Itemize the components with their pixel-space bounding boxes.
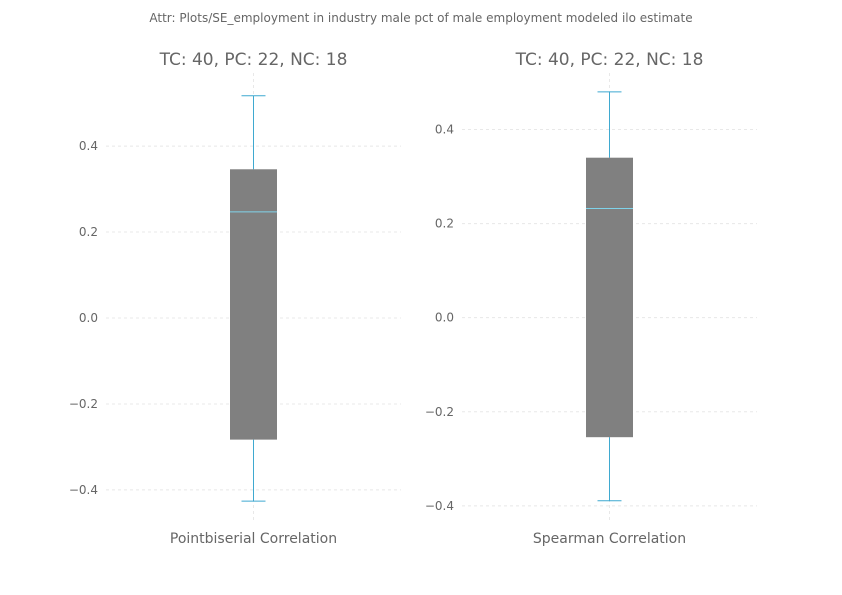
page-title: Attr: Plots/SE_employment in industry ma… (149, 11, 693, 25)
panel-spearman: −0.4 −0.2 0.0 0.2 0.4 TC: 40, PC: 22, NC: 18 S… (425, 50, 757, 547)
y-tick-label: −0.2 (425, 405, 454, 419)
y-tick-label: −0.2 (69, 397, 98, 411)
panel-pointbiserial: −0.4 −0.2 0.0 0.2 0.4 TC: 40, PC: 22, NC: 18 P… (69, 50, 401, 547)
panel-title: TC: 40, PC: 22, NC: 18 (159, 50, 348, 70)
y-tick-label: 0.0 (79, 311, 98, 325)
panel-title: TC: 40, PC: 22, NC: 18 (515, 50, 704, 70)
iqr-box (586, 157, 633, 438)
y-tick-label: 0.4 (79, 139, 98, 153)
y-tick-label: −0.4 (425, 499, 454, 513)
y-tick-label: 0.2 (79, 225, 98, 239)
x-category-label: Pointbiserial Correlation (170, 531, 337, 547)
y-tick-label: −0.4 (69, 483, 98, 497)
iqr-box (230, 169, 277, 440)
x-category-label: Spearman Correlation (533, 531, 686, 547)
y-tick-label: 0.0 (435, 311, 454, 325)
y-tick-label: 0.2 (435, 217, 454, 231)
y-tick-label: 0.4 (435, 122, 454, 136)
